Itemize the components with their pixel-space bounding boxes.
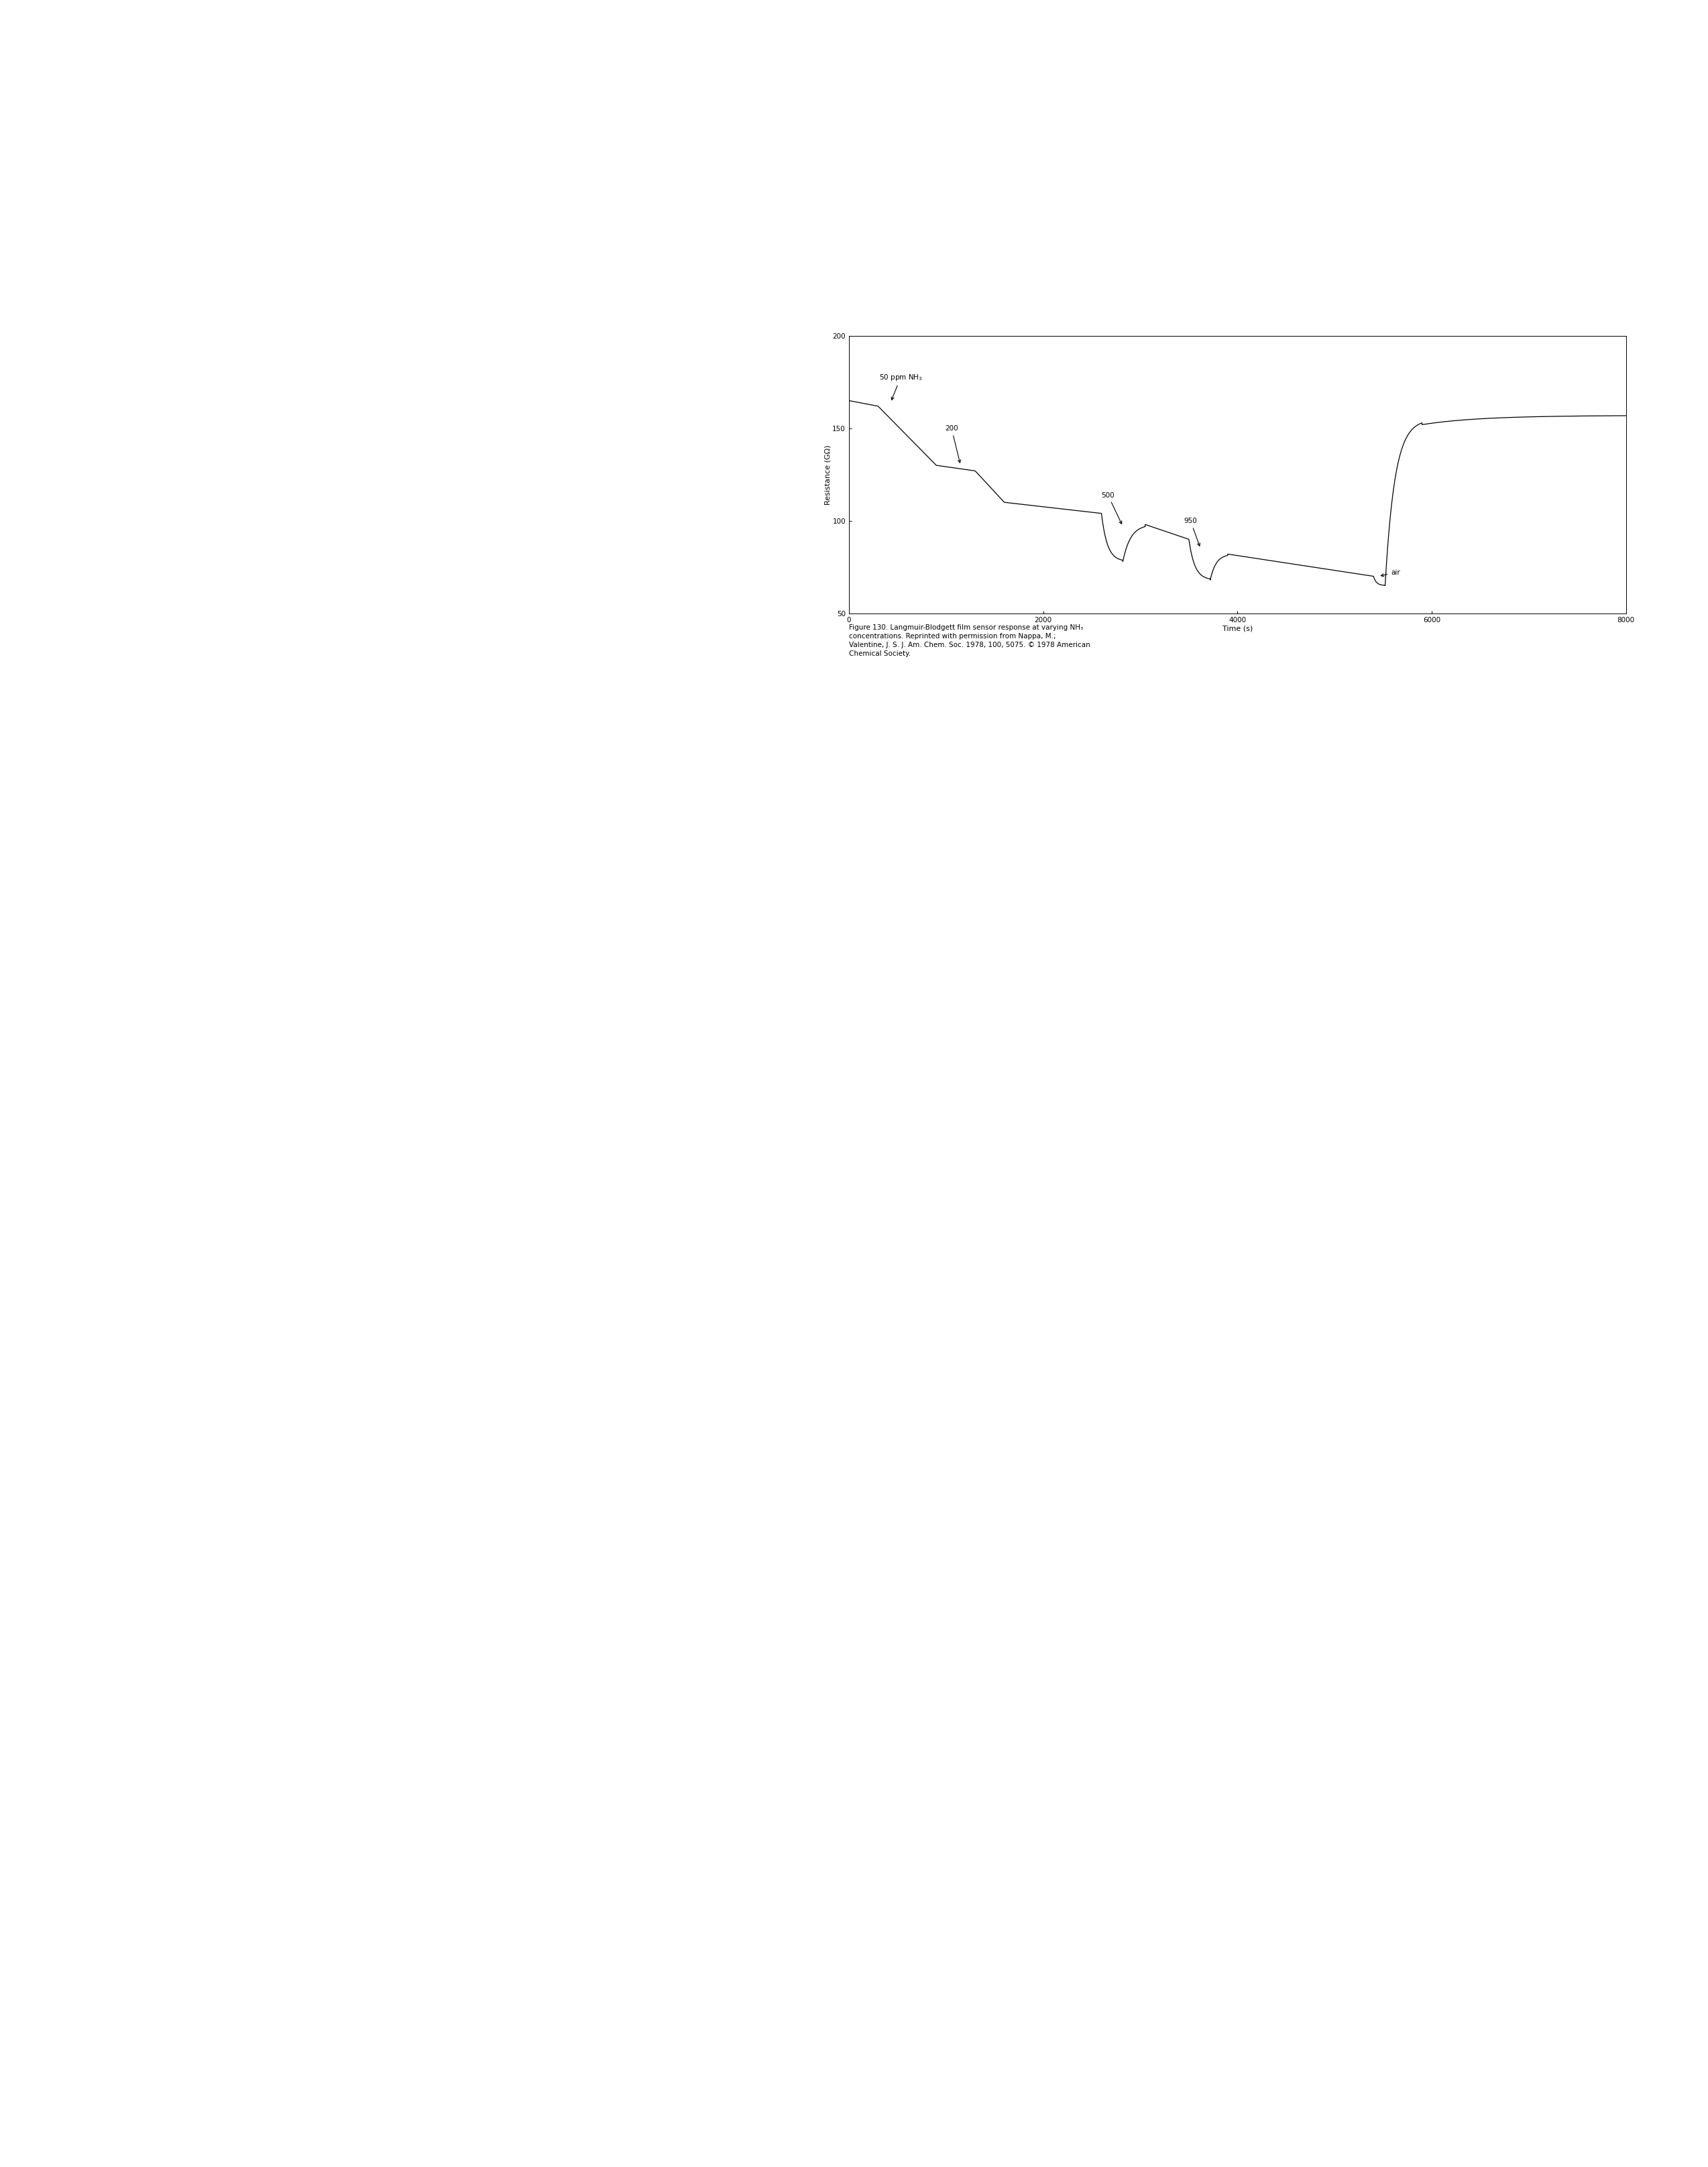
Text: 200: 200 <box>945 425 960 464</box>
Text: 950: 950 <box>1184 518 1201 546</box>
Y-axis label: Resistance (GΩ): Resistance (GΩ) <box>825 444 832 505</box>
Text: 500: 500 <box>1102 492 1122 524</box>
X-axis label: Time (s): Time (s) <box>1223 624 1252 633</box>
Text: 50 ppm NH$_3$: 50 ppm NH$_3$ <box>880 373 922 401</box>
Text: air: air <box>1382 570 1401 576</box>
Text: Figure 130. Langmuir-Blodgett film sensor response at varying NH₃
concentrations: Figure 130. Langmuir-Blodgett film senso… <box>849 624 1090 657</box>
